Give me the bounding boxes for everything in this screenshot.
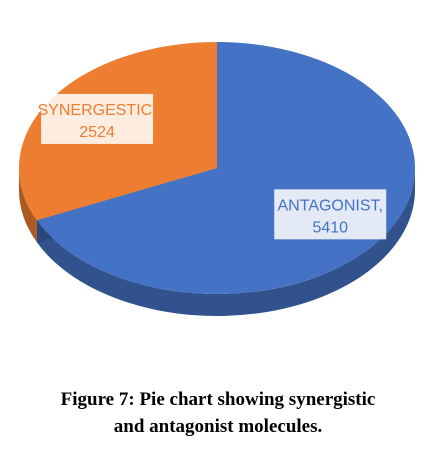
data-label-box-synergestic — [41, 93, 154, 144]
figure-caption-line-1: Figure 7: Pie chart showing synergistic — [60, 389, 376, 410]
data-label-name-antagonist: ANTAGONIST, — [278, 197, 384, 214]
data-label-box-antagonist — [274, 189, 387, 240]
pie-side-synergestic-0 — [19, 168, 37, 243]
data-label-name-synergestic: SYNERGESTIC, — [38, 102, 157, 119]
pie-chart: ANTAGONIST, 5410 SYNERGESTIC, 2524 — [18, 42, 416, 317]
pie-side-antagonist-0 — [36, 168, 415, 317]
figure-caption-line-2: and antagonist molecules. — [113, 416, 323, 437]
data-label-value-synergestic: 2524 — [79, 124, 115, 141]
data-label-value-antagonist: 5410 — [312, 219, 348, 236]
